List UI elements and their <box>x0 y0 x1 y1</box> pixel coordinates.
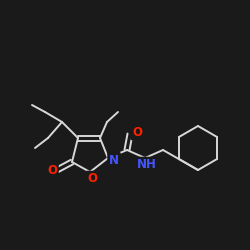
Text: O: O <box>47 164 57 177</box>
Text: N: N <box>109 154 119 166</box>
Text: O: O <box>132 126 142 138</box>
Text: NH: NH <box>137 158 157 172</box>
Text: O: O <box>87 172 97 186</box>
